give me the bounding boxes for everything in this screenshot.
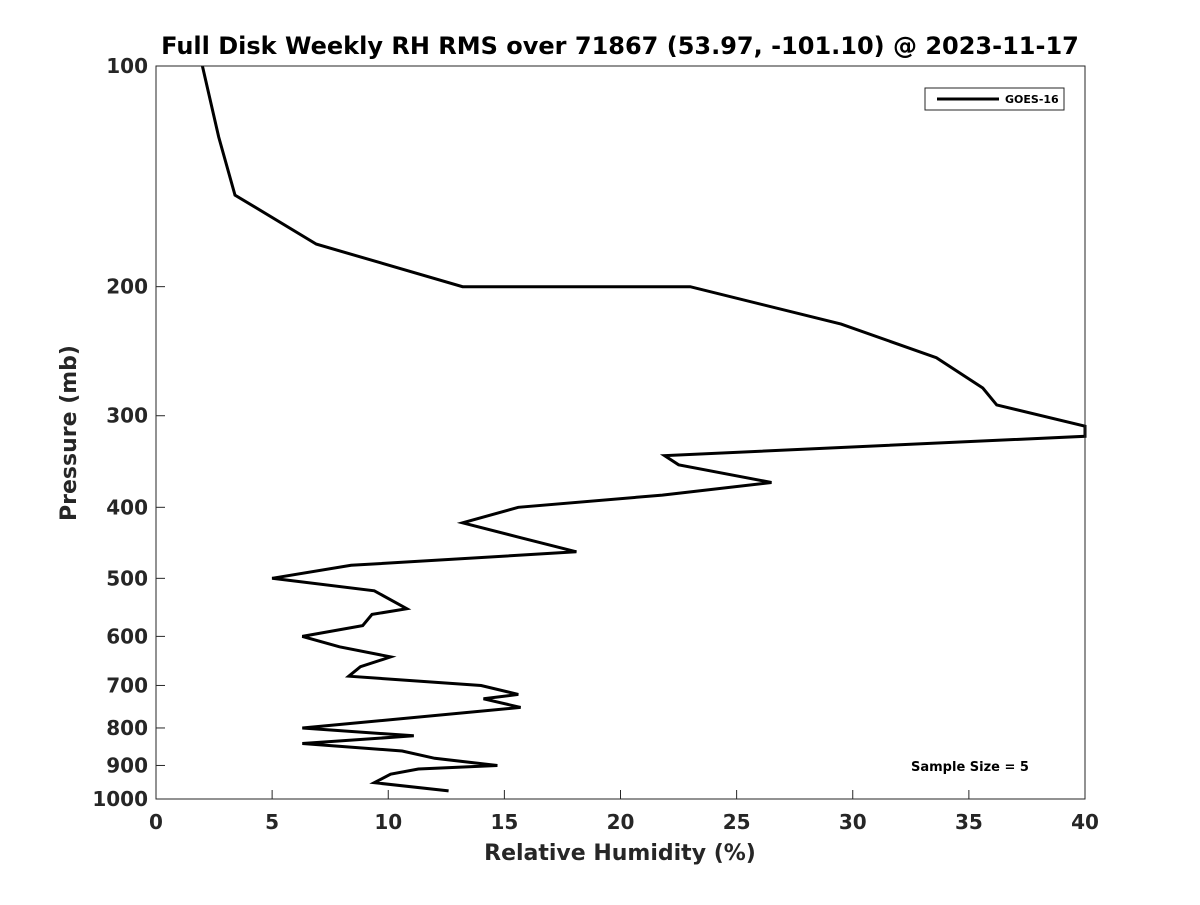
- series-line-goes-16: [200, 65, 1087, 793]
- y-tick-label: 100: [106, 54, 148, 78]
- y-axis-label: Pressure (mb): [57, 345, 82, 521]
- plot-frame: [155, 65, 1086, 800]
- y-tick-label: 1000: [92, 787, 148, 811]
- y-tick-label: 600: [106, 624, 148, 648]
- y-tick-label: 400: [106, 495, 148, 519]
- y-tick-label: 500: [106, 566, 148, 590]
- sample-size-annotation: Sample Size = 5: [911, 760, 1029, 775]
- tick-layer: 0 5 10 15 20 25 30 35 40 100 200 300 400 500 600 700 800…: [92, 54, 1099, 834]
- x-tick-label: 30: [839, 810, 867, 834]
- x-tick-label: 25: [723, 810, 751, 834]
- y-tick-label: 200: [106, 275, 148, 299]
- x-tick-label: 5: [265, 810, 279, 834]
- legend: GOES-16: [924, 87, 1065, 111]
- x-tick-label: 20: [607, 810, 635, 834]
- legend-entry-goes-16: GOES-16: [1005, 93, 1059, 106]
- x-tick-label: 40: [1071, 810, 1099, 834]
- plot-area: [200, 65, 1087, 793]
- chart-title: Full Disk Weekly RH RMS over 71867 (53.9…: [161, 32, 1079, 60]
- y-tick-label: 800: [106, 716, 148, 740]
- x-tick-label: 35: [955, 810, 983, 834]
- y-tick-label: 700: [106, 673, 148, 697]
- x-axis-label: Relative Humidity (%): [484, 841, 756, 866]
- y-tick-label: 300: [106, 404, 148, 428]
- x-tick-label: 0: [149, 810, 163, 834]
- x-tick-label: 15: [490, 810, 518, 834]
- y-tick-label: 900: [106, 753, 148, 777]
- x-tick-label: 10: [374, 810, 402, 834]
